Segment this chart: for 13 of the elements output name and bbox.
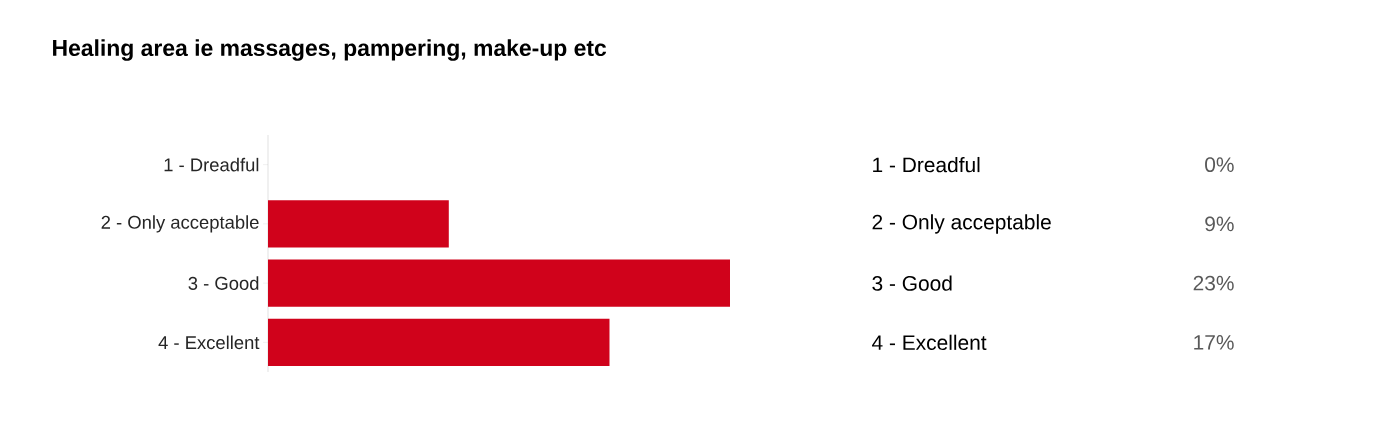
category-label: 4 - Excellent [872, 334, 987, 351]
y-tick-label: 1 - Dreadful [164, 157, 259, 172]
data-label: 0% [1205, 157, 1234, 173]
data-label: 23% [1193, 275, 1234, 291]
category-label: 2 - Only acceptable [872, 214, 1051, 234]
y-tick-label: 3 - Good [188, 276, 259, 290]
data-label: 9% [1205, 216, 1234, 232]
chart-title: Healing area ie massages, pampering, make-up etc [53, 39, 607, 61]
y-tick-label: 4 - Excellent [158, 335, 260, 350]
category-label: 1 - Dreadful [873, 156, 980, 173]
category-label: 3 - Good [872, 275, 952, 291]
data-label: 17% [1194, 335, 1234, 350]
y-tick-label: 2 - Only acceptable [101, 215, 259, 233]
